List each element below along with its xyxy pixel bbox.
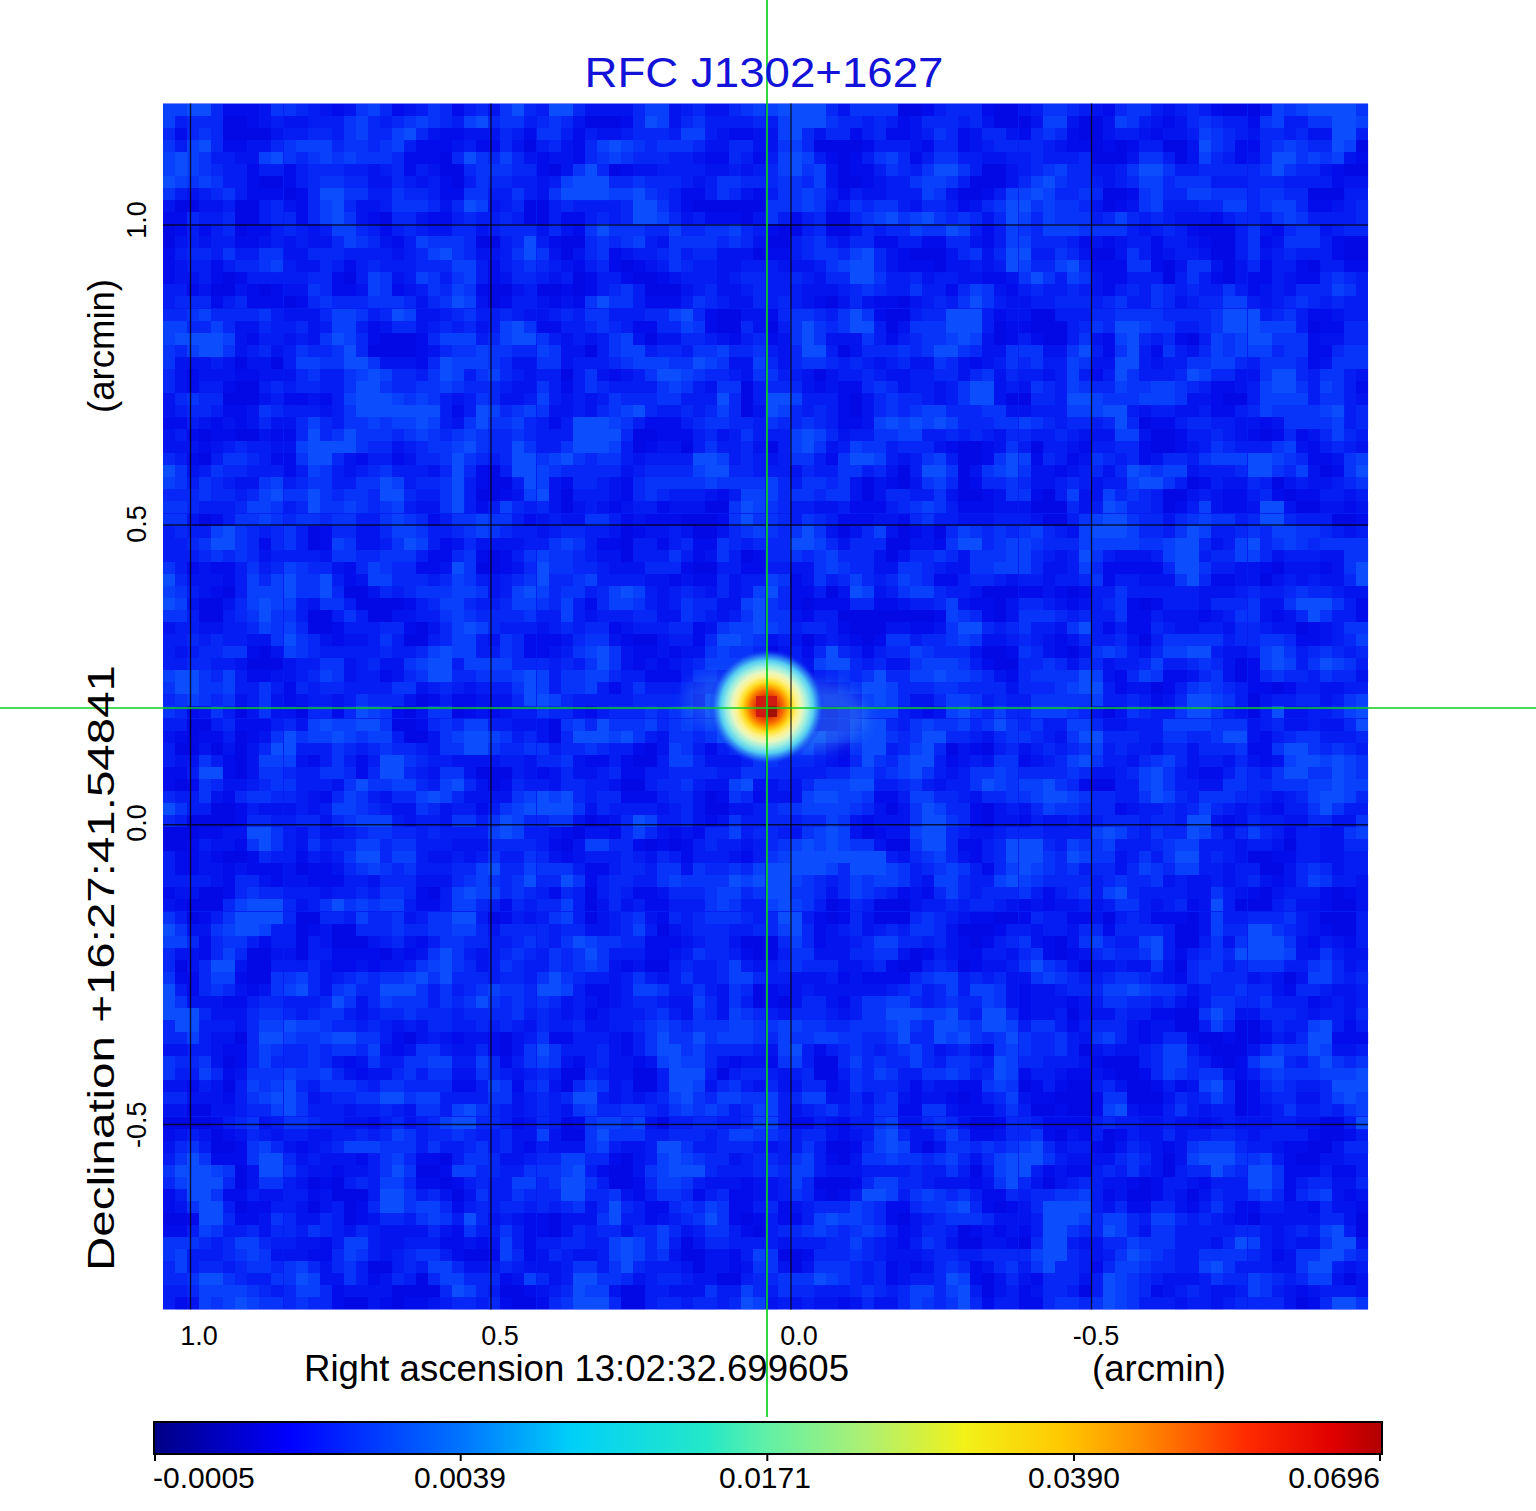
svg-text:1.0: 1.0 xyxy=(122,201,152,239)
svg-text:0.5: 0.5 xyxy=(122,505,152,543)
svg-text:0.5: 0.5 xyxy=(481,1321,519,1351)
svg-text:0.0039: 0.0039 xyxy=(414,1461,506,1494)
svg-text:-0.5: -0.5 xyxy=(122,1102,152,1149)
svg-text:0.0: 0.0 xyxy=(122,804,152,842)
svg-text:-0.5: -0.5 xyxy=(1073,1321,1120,1351)
svg-text:0.0: 0.0 xyxy=(780,1321,818,1351)
svg-text:0.0171: 0.0171 xyxy=(719,1461,811,1494)
svg-text:1.0: 1.0 xyxy=(180,1321,218,1351)
svg-text:0.0390: 0.0390 xyxy=(1028,1461,1120,1494)
svg-text:(arcmin): (arcmin) xyxy=(81,279,122,413)
svg-text:(arcmin): (arcmin) xyxy=(1092,1348,1226,1389)
svg-text:Declination +16:27:41.54841: Declination +16:27:41.54841 xyxy=(81,665,122,1271)
svg-text:RFC J1302+1627: RFC J1302+1627 xyxy=(585,49,944,96)
svg-text:-0.0005: -0.0005 xyxy=(153,1461,255,1494)
svg-text:0.0696: 0.0696 xyxy=(1288,1461,1380,1494)
svg-text:Right ascension 13:02:32.6996: Right ascension 13:02:32.699605 xyxy=(304,1348,849,1389)
